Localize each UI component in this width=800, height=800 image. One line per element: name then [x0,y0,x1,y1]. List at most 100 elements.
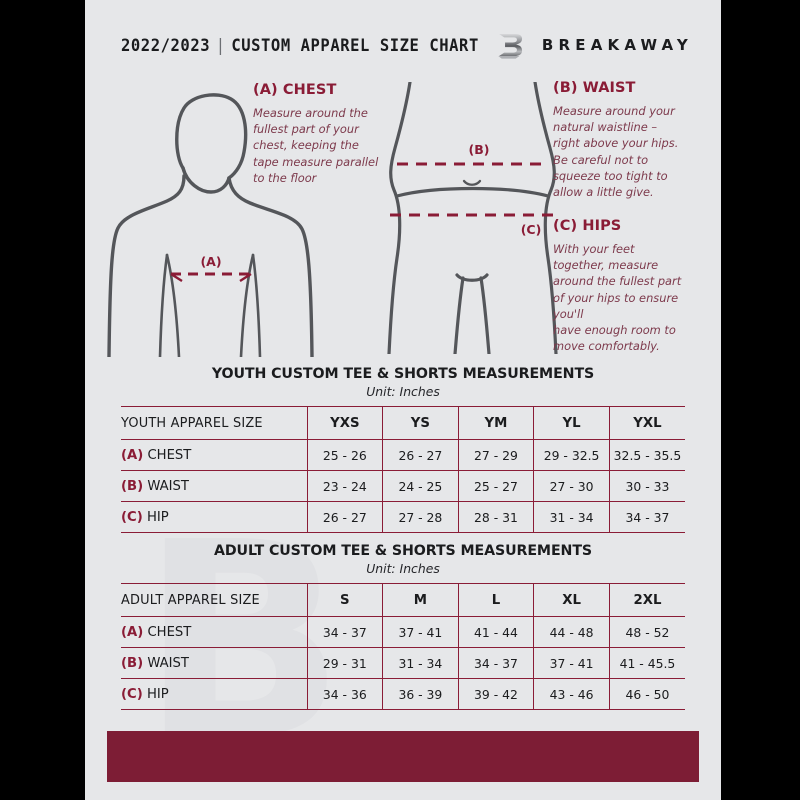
adult-chest-s: 34 - 37 [306,616,383,648]
adult-chest-l: 41 - 44 [457,616,534,648]
guide-note-chest: (A) CHEST Measure around the fullest par… [253,82,401,186]
row-label: CHEST [147,447,192,463]
table-header-row: ADULT APPAREL SIZE S M L XL 2XL [121,583,685,617]
youth-chest-yxs: 25 - 26 [306,439,383,471]
youth-row-label-chest: (A) CHEST [121,439,307,471]
youth-col-4: YXL [608,406,685,440]
brand-name: BREAKAWAY [541,36,693,54]
row-label: CHEST [147,624,192,640]
youth-chest-yl: 29 - 32.5 [533,439,610,471]
youth-chest-yxl: 32.5 - 35.5 [608,439,685,471]
table-row: (A) CHEST 34 - 37 37 - 41 41 - 44 44 - 4… [121,616,685,648]
adult-row-header: ADULT APPAREL SIZE [121,583,307,617]
b-monogram-logo-icon [498,33,522,59]
adult-col-0: S [306,583,383,617]
adult-col-1: M [382,583,459,617]
youth-waist-yl: 27 - 30 [533,470,610,502]
youth-hip-yxs: 26 - 27 [306,501,383,533]
youth-row-header: YOUTH APPAREL SIZE [121,406,307,440]
table-row: (A) CHEST 25 - 26 26 - 27 27 - 29 29 - 3… [121,439,685,471]
youth-col-0: YXS [306,406,383,440]
adult-hip-xl: 43 - 46 [533,678,610,710]
adult-row-label-chest: (A) CHEST [121,616,307,648]
adult-hip-m: 36 - 39 [382,678,459,710]
adult-size-table: ADULT APPAREL SIZE S M L XL 2XL (A) CHES… [121,583,685,710]
row-label: HIP [146,509,169,525]
guide-body-waist: Measure around your natural waistline – … [553,104,679,199]
brand-lockup: BREAKAWAY [494,28,693,62]
chest-marker-label: (A) [200,254,221,269]
youth-waist-ys: 24 - 25 [382,470,459,502]
guide-body-hips: With your feet together, measure around … [553,242,682,354]
table-header-row: YOUTH APPAREL SIZE YXS YS YM YL YXL [121,406,685,440]
header-separator: | [215,35,226,55]
adult-chest-m: 37 - 41 [382,616,459,648]
youth-table-unit: Unit: Inches [366,384,440,399]
adult-row-label-waist: (B) WAIST [121,647,307,679]
row-label: WAIST [147,655,189,671]
row-tag: (C) [121,686,143,702]
page-title: CUSTOM APPAREL SIZE CHART [231,35,479,55]
youth-hip-ys: 27 - 28 [382,501,459,533]
adult-waist-l: 34 - 37 [457,647,534,679]
row-tag: (A) [121,447,144,463]
header-title-line: 2022/2023 | CUSTOM APPAREL SIZE CHART [121,36,479,55]
youth-size-table: YOUTH APPAREL SIZE YXS YS YM YL YXL (A) … [121,406,685,533]
guide-heading-waist: (B) WAIST [553,80,636,96]
adult-col-4: 2XL [608,583,685,617]
adult-hip-l: 39 - 42 [457,678,534,710]
youth-col-2: YM [457,406,534,440]
youth-hip-yl: 31 - 34 [533,501,610,533]
footer-accent-bar [107,731,699,782]
youth-waist-yxl: 30 - 33 [608,470,685,502]
adult-hip-2xl: 46 - 50 [608,678,685,710]
row-tag: (B) [121,478,144,494]
youth-chest-ys: 26 - 27 [382,439,459,471]
guide-heading-chest: (A) CHEST [253,82,337,98]
row-tag: (A) [121,624,144,640]
adult-chest-xl: 44 - 48 [533,616,610,648]
youth-row-label-waist: (B) WAIST [121,470,307,502]
youth-table-title: YOUTH CUSTOM TEE & SHORTS MEASUREMENTS [211,366,595,382]
youth-size-table-block: YOUTH CUSTOM TEE & SHORTS MEASUREMENTS U… [121,366,685,533]
chest-measure-line [170,272,252,283]
adult-col-2: L [457,583,534,617]
table-row: (B) WAIST 29 - 31 31 - 34 34 - 37 37 - 4… [121,647,685,679]
adult-table-unit: Unit: Inches [366,561,440,576]
page-header: 2022/2023 | CUSTOM APPAREL SIZE CHART [85,24,721,66]
lower-body-outline-icon: (B) (C) [387,82,558,354]
table-row: (C) HIP 26 - 27 27 - 28 28 - 31 31 - 34 … [121,501,685,533]
youth-waist-yxs: 23 - 24 [306,470,383,502]
header-season: 2022/2023 [121,35,211,55]
youth-col-1: YS [382,406,459,440]
adult-hip-s: 34 - 36 [306,678,383,710]
row-label: WAIST [147,478,189,494]
adult-chest-2xl: 48 - 52 [608,616,685,648]
guide-note-hips: (C) HIPS With your feet together, measur… [553,218,701,354]
measurement-illustrations: (A) [85,72,721,362]
size-chart-page: B 2022/2023 | CUSTOM APPAREL SIZE CHART [85,0,721,800]
row-tag: (C) [121,509,143,525]
youth-row-label-hip: (C) HIP [121,501,307,533]
adult-row-label-hip: (C) HIP [121,678,307,710]
adult-size-table-block: ADULT CUSTOM TEE & SHORTS MEASUREMENTS U… [121,543,685,710]
adult-waist-s: 29 - 31 [306,647,383,679]
adult-table-title: ADULT CUSTOM TEE & SHORTS MEASUREMENTS [213,543,593,559]
adult-col-3: XL [533,583,610,617]
adult-waist-m: 31 - 34 [382,647,459,679]
youth-hip-ym: 28 - 31 [457,501,534,533]
guide-body-chest: Measure around the fullest part of your … [253,106,379,185]
adult-waist-xl: 37 - 41 [533,647,610,679]
table-row: (C) HIP 34 - 36 36 - 39 39 - 42 43 - 46 … [121,678,685,710]
youth-hip-yxl: 34 - 37 [608,501,685,533]
youth-col-3: YL [533,406,610,440]
youth-waist-ym: 25 - 27 [457,470,534,502]
row-tag: (B) [121,655,144,671]
hip-marker-label: (C) [521,222,542,237]
row-label: HIP [146,686,169,702]
table-row: (B) WAIST 23 - 24 24 - 25 25 - 27 27 - 3… [121,470,685,502]
guide-note-waist: (B) WAIST Measure around your natural wa… [553,80,701,200]
guide-heading-hips: (C) HIPS [553,218,622,234]
youth-chest-ym: 27 - 29 [457,439,534,471]
